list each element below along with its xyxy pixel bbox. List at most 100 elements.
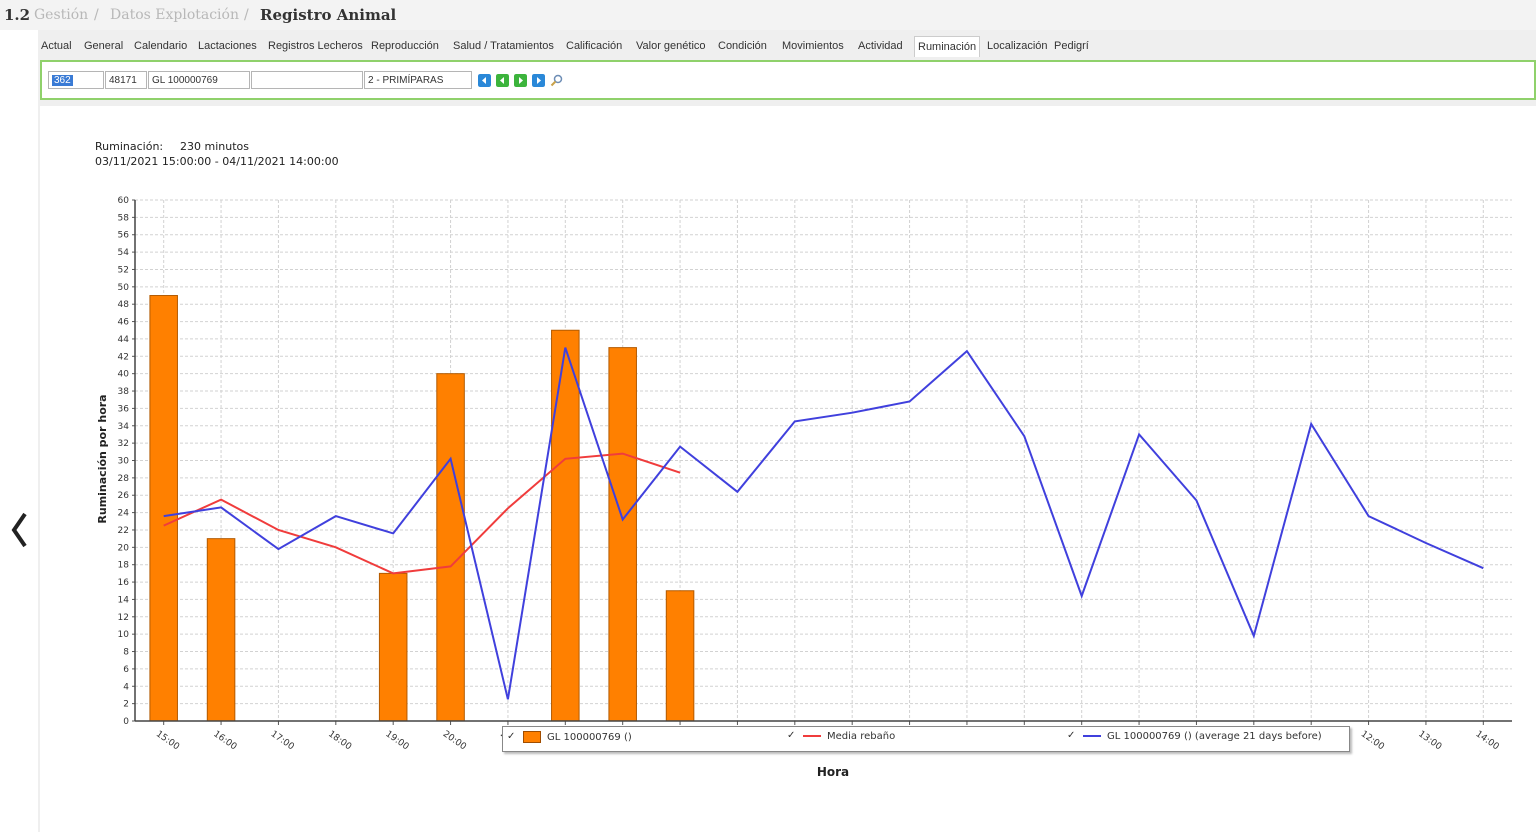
y-tick-label: 52 xyxy=(118,265,129,275)
y-tick-label: 38 xyxy=(118,387,130,397)
y-tick-label: 4 xyxy=(123,682,129,692)
x-tick-label: 20:00 xyxy=(441,729,468,752)
legend-swatch-average xyxy=(1083,735,1101,737)
legend-checkbox[interactable]: ✓ xyxy=(507,731,516,742)
tab-actual[interactable]: Actual xyxy=(41,40,72,52)
tab-calificación[interactable]: Calificación xyxy=(566,40,623,52)
y-tick-label: 58 xyxy=(118,213,130,223)
bar-series xyxy=(149,295,695,722)
y-tick-label: 42 xyxy=(118,352,129,362)
tab-actividad[interactable]: Actividad xyxy=(858,40,903,52)
x-tick-label: 17:00 xyxy=(269,729,296,752)
x-tick-label: 13:00 xyxy=(1416,729,1443,752)
tab-registros-lecheros[interactable]: Registros Lecheros xyxy=(268,40,363,52)
date-range: 03/11/2021 15:00:00 - 04/11/2021 14:00:0… xyxy=(95,155,339,168)
tab-localización[interactable]: Localización xyxy=(987,40,1048,52)
crotal-field[interactable]: 48171 xyxy=(105,71,147,89)
y-tick-label: 48 xyxy=(118,300,130,310)
chart-grid xyxy=(135,199,1512,722)
y-tick-label: 2 xyxy=(123,700,129,710)
chevron-left-icon[interactable] xyxy=(10,510,30,550)
y-tick-label: 16 xyxy=(118,578,130,588)
legend-item-herd[interactable]: ✓ Media rebaño xyxy=(787,730,896,743)
chart-legend: ✓ GL 100000769 () ✓ Media rebaño ✓ GL 10000… xyxy=(502,726,1350,752)
bar-1900 xyxy=(378,572,408,722)
y-tick-label: 24 xyxy=(118,509,130,519)
y-tick-label: 12 xyxy=(118,613,129,623)
y-tick-label: 14 xyxy=(118,595,130,605)
y-axis-label: Ruminación por hora xyxy=(96,394,109,523)
legend-item-bars[interactable]: ✓ GL 100000769 () xyxy=(507,731,632,743)
y-tick-label: 22 xyxy=(118,526,129,536)
rumination-label: Ruminación: xyxy=(95,140,163,153)
y-tick-label: 60 xyxy=(118,196,130,206)
y-tick-label: 50 xyxy=(118,283,130,293)
legend-swatch-bars xyxy=(523,731,541,743)
average-21-days-line xyxy=(163,347,1484,700)
legend-label-herd: Media rebaño xyxy=(827,731,896,742)
name-field[interactable] xyxy=(251,71,363,89)
breadcrumb: 1.2 Gestión / Datos Explotación / Regist… xyxy=(0,0,1536,30)
y-tick-label: 26 xyxy=(118,491,130,501)
tab-movimientos[interactable]: Movimientos xyxy=(782,40,844,52)
tab-general[interactable]: General xyxy=(84,40,124,52)
left-sidebar xyxy=(0,30,38,832)
page-title: Registro Animal xyxy=(260,6,397,24)
y-tick-label: 10 xyxy=(118,630,130,640)
y-tick-label: 54 xyxy=(118,248,130,258)
registry-field[interactable]: GL 100000769 xyxy=(148,71,250,89)
bar-2000 xyxy=(436,373,465,722)
y-tick-label: 36 xyxy=(118,404,130,414)
legend-swatch-herd xyxy=(803,735,821,737)
y-tick-label: 44 xyxy=(118,335,130,345)
x-tick-label: 16:00 xyxy=(211,729,238,752)
tab-valor-genético[interactable]: Valor genético xyxy=(636,40,706,52)
tab-ruminación[interactable]: Ruminación xyxy=(914,36,981,57)
breadcrumb-separator: / xyxy=(244,7,249,23)
breadcrumb-separator: / xyxy=(94,7,99,23)
tab-reproducción[interactable]: Reproducción xyxy=(371,40,439,52)
herd-average-line xyxy=(163,452,681,575)
bar-1500 xyxy=(149,295,178,722)
search-icon[interactable] xyxy=(550,74,563,87)
line-series xyxy=(163,347,1484,700)
legend-checkbox[interactable]: ✓ xyxy=(1067,730,1076,741)
y-tick-label: 18 xyxy=(118,561,130,571)
next-record-icon[interactable] xyxy=(514,74,527,87)
group-field[interactable]: 2 - PRIMÍPARAS xyxy=(364,71,472,89)
bar-1600 xyxy=(206,538,236,722)
y-tick-label: 30 xyxy=(118,457,130,467)
y-tick-label: 6 xyxy=(123,665,129,675)
first-record-icon[interactable] xyxy=(478,74,491,87)
y-tick-label: 34 xyxy=(118,422,130,432)
y-tick-label: 56 xyxy=(118,231,130,241)
previous-record-icon[interactable] xyxy=(496,74,509,87)
y-tick-label: 28 xyxy=(118,474,130,484)
x-tick-label: 15:00 xyxy=(154,729,181,752)
legend-item-average[interactable]: ✓ GL 100000769 () (average 21 days before… xyxy=(1067,730,1322,743)
breadcrumb-item-gestion[interactable]: Gestión xyxy=(34,7,89,23)
bar-2200 xyxy=(551,329,580,722)
animal-id-field[interactable]: 362 xyxy=(48,71,104,89)
y-tick-label: 40 xyxy=(118,370,130,380)
main-content: Actual General Calendario Lactaciones Regist… xyxy=(38,30,1536,832)
legend-label-average: GL 100000769 () (average 21 days before) xyxy=(1107,731,1322,742)
legend-checkbox[interactable]: ✓ xyxy=(787,730,796,741)
tab-lactaciones[interactable]: Lactaciones xyxy=(198,40,257,52)
x-tick-label: 14:00 xyxy=(1474,729,1501,752)
x-tick-label: 12:00 xyxy=(1359,729,1386,752)
y-tick-label: 46 xyxy=(118,318,130,328)
tab-condición[interactable]: Condición xyxy=(718,40,767,52)
breadcrumb-item-datos-explotacion[interactable]: Datos Explotación xyxy=(110,7,239,23)
y-tick-label: 8 xyxy=(123,648,129,658)
animal-toolbar: 362 48171 GL 100000769 2 - PRIMÍPARAS xyxy=(40,60,1536,100)
last-record-icon[interactable] xyxy=(532,74,545,87)
legend-label-bars: GL 100000769 () xyxy=(547,732,632,743)
y-tick-label: 20 xyxy=(118,543,130,553)
y-tick-label: 0 xyxy=(123,717,129,727)
tab-calendario[interactable]: Calendario xyxy=(134,40,188,52)
bar-2300 xyxy=(608,347,637,722)
tab-pedigrí[interactable]: Pedigrí xyxy=(1054,40,1089,52)
y-tick-label: 32 xyxy=(118,439,129,449)
tab-salud-tratamientos[interactable]: Salud / Tratamientos xyxy=(453,40,554,52)
